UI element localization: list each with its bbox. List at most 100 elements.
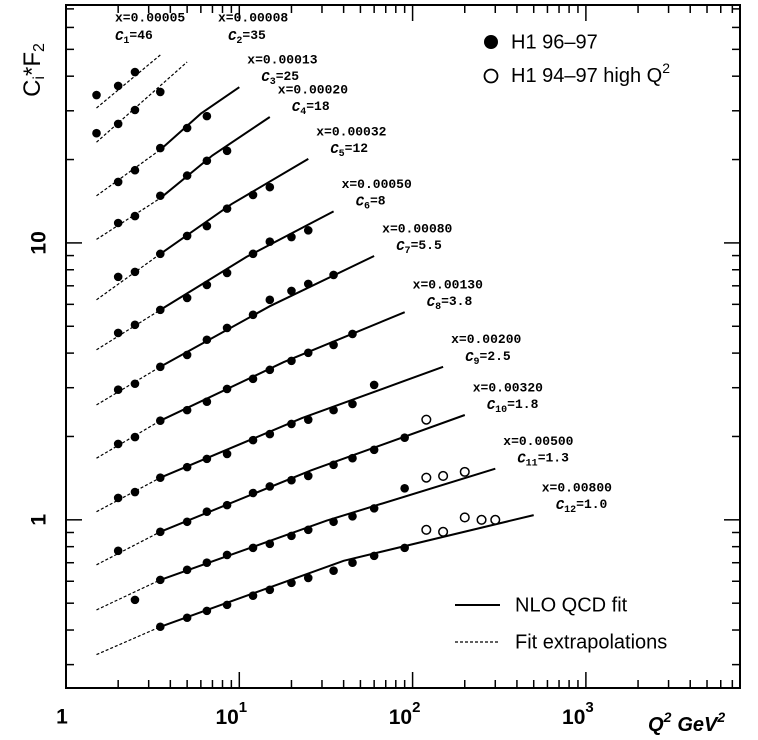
data-point: [202, 606, 212, 616]
data-point: [155, 143, 165, 153]
data-point: [202, 221, 212, 231]
scale-symbol: C: [356, 194, 365, 210]
scale-index: 4: [300, 107, 306, 118]
data-point: [113, 385, 123, 395]
fit-extrapolation: [96, 477, 161, 513]
data-point: [155, 527, 165, 537]
data-point: [222, 600, 232, 610]
data-point: [287, 356, 296, 366]
scale-label: C4=18: [292, 99, 330, 117]
data-point: [130, 211, 140, 221]
x-tick-label: 102: [389, 699, 421, 729]
data-point: [202, 280, 212, 290]
data-point: [265, 585, 275, 595]
data-point: [248, 435, 258, 445]
data-point: [222, 449, 232, 459]
fit-extrapolation: [96, 366, 161, 406]
data-point: [113, 177, 123, 187]
x-tick-label: 101: [215, 699, 247, 729]
scale-index: 9: [474, 356, 480, 367]
scale-label: C3=25: [261, 70, 299, 88]
scale-index: 11: [526, 458, 538, 469]
data-point: [182, 462, 192, 472]
x-tick-exponent: 2: [412, 699, 420, 716]
data-point: [182, 613, 192, 623]
data-point: [400, 483, 409, 493]
legend-label: Fit extrapolations: [515, 631, 667, 653]
series-label: x=0.00050: [342, 177, 412, 192]
data-point: [155, 622, 165, 632]
x-axis-title: Q2 GeV2: [648, 709, 725, 737]
data-point: [329, 270, 338, 280]
data-point: [303, 279, 313, 289]
data-point: [265, 429, 275, 439]
data-point: [303, 348, 313, 358]
fit-extrapolation: [96, 309, 161, 351]
data-point: [248, 488, 258, 498]
scale-symbol: C: [261, 70, 270, 86]
data-point: [130, 67, 140, 77]
scale-symbol: C: [292, 100, 301, 116]
x-title-sup: 2: [716, 709, 725, 725]
data-point: [303, 573, 313, 583]
data-point: [303, 525, 313, 535]
data-point: [348, 511, 357, 521]
data-point: [155, 191, 165, 201]
scale-symbol: C: [465, 349, 474, 365]
legend-label: H1 94–97 high Q2: [511, 60, 670, 88]
data-point: [182, 293, 192, 303]
data-point: [182, 517, 192, 527]
data-point: [155, 87, 165, 97]
data-point: [303, 226, 313, 235]
nlo-fit: [159, 365, 444, 479]
plot-frame: [65, 4, 741, 689]
x-tick-label: 1: [56, 706, 68, 729]
y-title-sub: i: [31, 76, 48, 80]
data-point: [287, 475, 296, 485]
x-tick-exponent: 3: [585, 699, 593, 716]
series-label: x=0.00500: [503, 434, 573, 449]
scale-value: =3.8: [441, 295, 472, 310]
data-point: [155, 305, 165, 315]
data-point: [248, 310, 258, 320]
scale-index: 1: [123, 36, 129, 47]
data-point: [202, 454, 212, 464]
data-point: [202, 335, 212, 345]
scale-symbol: C: [115, 29, 124, 45]
data-point: [265, 539, 275, 549]
data-point: [202, 156, 212, 166]
data-point: [182, 350, 192, 360]
data-point: [113, 119, 123, 129]
nlo-fit: [159, 116, 271, 199]
fit-extrapolation: [96, 579, 161, 611]
data-point: [202, 558, 212, 568]
series-label: x=0.00080: [382, 221, 452, 236]
fit-extrapolation: [96, 197, 161, 240]
data-point: [348, 329, 357, 339]
data-point: [265, 237, 275, 247]
nlo-fit: [159, 311, 406, 422]
fit-extrapolation: [96, 149, 161, 197]
data-point: [222, 384, 232, 394]
fit-extrapolation: [96, 61, 188, 143]
scale-symbol: C: [330, 142, 339, 158]
data-point: [155, 249, 165, 259]
data-point: [348, 399, 357, 409]
y-tick-label: 10: [28, 231, 51, 254]
scale-value: =35: [242, 28, 266, 43]
nlo-fit: [159, 86, 240, 151]
data-point: [248, 190, 258, 200]
data-point: [130, 379, 140, 389]
scale-index: 8: [435, 302, 441, 313]
fit-extrapolation: [96, 54, 161, 109]
data-point: [182, 405, 192, 415]
data-point: [182, 123, 192, 133]
series-label: x=0.00008: [218, 10, 288, 25]
scale-index: 10: [495, 405, 507, 416]
scale-index: 6: [364, 201, 370, 212]
high-q2-point: [421, 414, 432, 425]
scale-symbol: C: [228, 29, 237, 45]
x-title-part: Q: [648, 714, 664, 736]
data-point: [130, 432, 140, 442]
